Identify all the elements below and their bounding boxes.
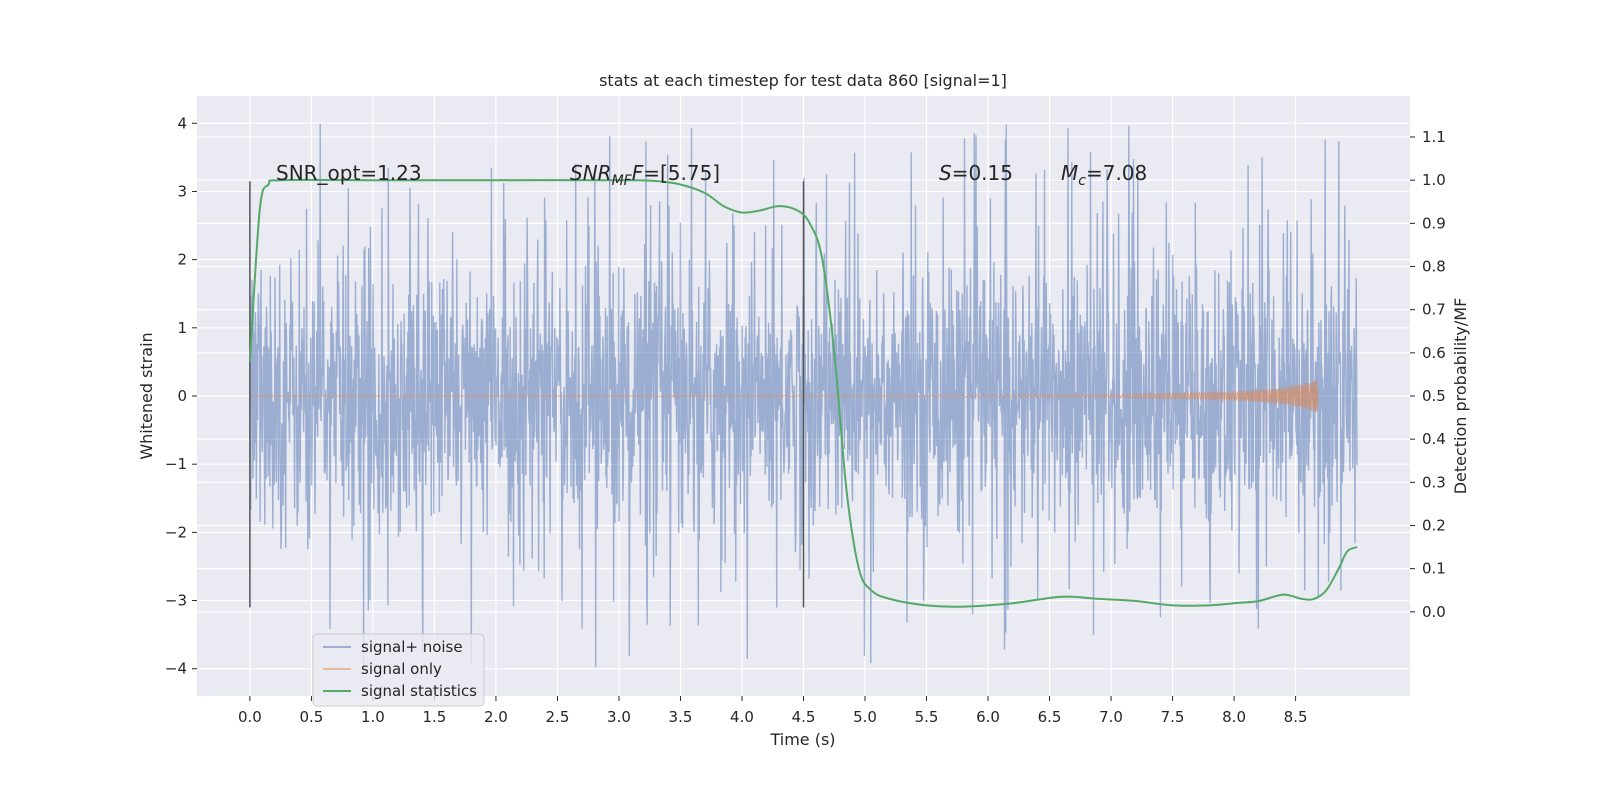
y-tick-label-6: 2 bbox=[177, 251, 187, 269]
y2-axis-label: Detection probability/MF bbox=[1451, 298, 1470, 495]
legend-label-signal-only: signal only bbox=[361, 660, 442, 678]
y-tick-label-8: 4 bbox=[177, 114, 187, 132]
y2-tick-label-0: 0.0 bbox=[1422, 603, 1446, 621]
x-tick-label-2: 1.0 bbox=[361, 708, 385, 726]
y2-tick-label-11: 1.1 bbox=[1422, 128, 1446, 146]
y-tick-label-5: 1 bbox=[177, 319, 187, 337]
x-tick-label-6: 3.0 bbox=[607, 708, 631, 726]
stats-line bbox=[248, 178, 1358, 608]
y2-tick-label-1: 0.1 bbox=[1422, 560, 1446, 578]
vertical-markers bbox=[249, 181, 805, 608]
y-tick-label-0: −4 bbox=[165, 660, 187, 678]
x-tick-label-15: 7.5 bbox=[1161, 708, 1185, 726]
x-tick-label-10: 5.0 bbox=[853, 708, 877, 726]
x-tick-label-3: 1.5 bbox=[423, 708, 447, 726]
legend-box bbox=[312, 633, 485, 707]
y-tick-label-4: 0 bbox=[177, 387, 187, 405]
y-axis-ticks: −4 −3 −2 −1 0 1 2 3 4 bbox=[165, 114, 197, 678]
x-tick-label-5: 2.5 bbox=[546, 708, 570, 726]
chart-title: stats at each timestep for test data 860… bbox=[599, 71, 1007, 90]
x-axis-ticks: 0.0 0.5 1.0 1.5 2.0 2.5 3.0 3.5 4.0 4.5 5.0 5.5 6.0 6… bbox=[238, 696, 1308, 726]
y2-tick-label-7: 0.7 bbox=[1422, 301, 1446, 319]
legend-label-signal-statistics: signal statistics bbox=[361, 682, 477, 700]
x-tick-label-0: 0.0 bbox=[238, 708, 262, 726]
y2-axis-ticks: 0.0 0.1 0.2 0.3 0.4 0.5 0.6 0.7 0.8 0.9 1.0 1.1 bbox=[1410, 128, 1446, 621]
x-tick-label-16: 8.0 bbox=[1222, 708, 1246, 726]
x-tick-label-11: 5.5 bbox=[915, 708, 939, 726]
annotation-snr-mf: SNRMFF=[5.75] bbox=[570, 161, 720, 189]
x-tick-label-8: 4.0 bbox=[730, 708, 754, 726]
legend-label-signal-noise: signal+ noise bbox=[361, 638, 463, 656]
y2-tick-label-3: 0.3 bbox=[1422, 473, 1446, 491]
x-tick-label-17: 8.5 bbox=[1284, 708, 1308, 726]
y-tick-label-7: 3 bbox=[177, 182, 187, 200]
chirp-trace bbox=[249, 379, 1319, 412]
series-signal-only bbox=[249, 379, 1319, 412]
y-tick-label-1: −3 bbox=[165, 592, 187, 610]
y2-tick-label-6: 0.6 bbox=[1422, 344, 1446, 362]
x-tick-label-12: 6.0 bbox=[976, 708, 1000, 726]
series-signal-statistics bbox=[248, 178, 1358, 608]
x-tick-label-7: 3.5 bbox=[669, 708, 693, 726]
y-tick-label-3: −1 bbox=[165, 455, 187, 473]
x-tick-label-9: 4.5 bbox=[792, 708, 816, 726]
y2-tick-label-10: 1.0 bbox=[1422, 171, 1446, 189]
y2-tick-label-4: 0.4 bbox=[1422, 430, 1446, 448]
annotation-snr-opt: SNR_opt=1.23 bbox=[276, 161, 422, 185]
annotation-mc: Mc=7.08 bbox=[1061, 161, 1147, 189]
y2-tick-label-9: 0.9 bbox=[1422, 214, 1446, 232]
x-axis-label: Time (s) bbox=[769, 730, 835, 749]
y2-tick-label-2: 0.2 bbox=[1422, 516, 1446, 534]
x-tick-label-13: 6.5 bbox=[1038, 708, 1062, 726]
annotations: SNR_opt=1.23 SNRMFF=[5.75] S=0.15 Mc=7.0… bbox=[276, 161, 1147, 189]
y-tick-label-2: −2 bbox=[165, 523, 187, 541]
annotation-s: S=0.15 bbox=[939, 161, 1013, 185]
y-axis-label: Whitened strain bbox=[137, 332, 156, 459]
y2-tick-label-5: 0.5 bbox=[1422, 387, 1446, 405]
x-tick-label-14: 7.0 bbox=[1099, 708, 1123, 726]
x-tick-label-4: 2.0 bbox=[484, 708, 508, 726]
x-tick-label-1: 0.5 bbox=[299, 708, 323, 726]
legend: signal+ noise signal only signal statist… bbox=[312, 633, 485, 707]
y2-tick-label-8: 0.8 bbox=[1422, 258, 1446, 276]
